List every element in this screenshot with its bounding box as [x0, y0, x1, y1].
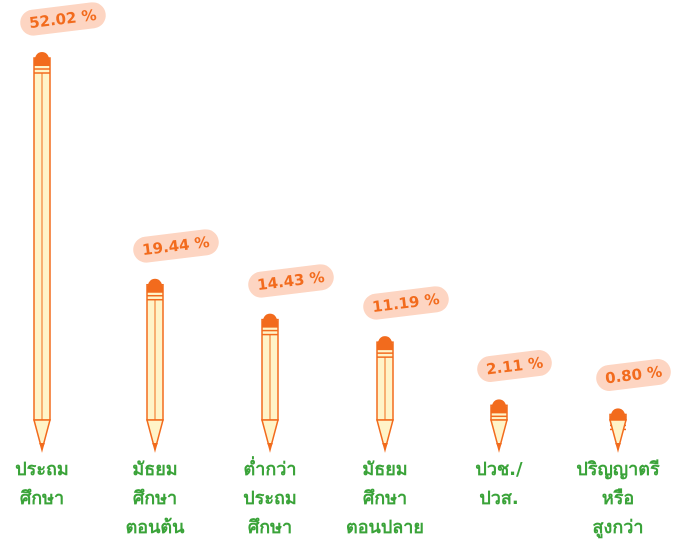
x-tick-label: ปวช./ ปวส. [475, 459, 523, 509]
pencil [490, 399, 508, 453]
pencil-part [609, 419, 627, 453]
pencil [146, 278, 164, 453]
x-tick-label: มัธยม ศึกษา ตอนต้น [125, 459, 185, 538]
pencil-part [377, 336, 393, 351]
x-tick-label: ประถม ศึกษา [15, 459, 69, 509]
pencil-part [147, 278, 163, 293]
pencil [609, 408, 627, 453]
pencil-part [615, 443, 621, 450]
x-tick-label: ปริญญาตรี หรือ สูงกว่า [576, 459, 660, 538]
pencil-part [490, 419, 508, 453]
pencil [376, 336, 394, 453]
pencil-part [496, 443, 502, 450]
pencil-part [34, 52, 50, 66]
pencil-part [39, 443, 45, 450]
x-tick-label: มัธยม ศึกษา ตอนปลาย [346, 459, 424, 538]
pencil-part [261, 419, 279, 453]
pencil-part [376, 419, 394, 453]
pencil-part [610, 408, 626, 423]
pencil-part [262, 313, 278, 328]
pencil-part [152, 443, 158, 450]
x-tick-label: ต่ำกว่า ประถม ศึกษา [243, 459, 297, 538]
pencil [261, 313, 279, 453]
pencil-part [491, 399, 507, 414]
pencil-part [382, 443, 388, 450]
pencil-part [146, 419, 164, 453]
pencil-part [267, 443, 273, 450]
pencil-part [33, 419, 51, 453]
pencil [33, 52, 51, 453]
